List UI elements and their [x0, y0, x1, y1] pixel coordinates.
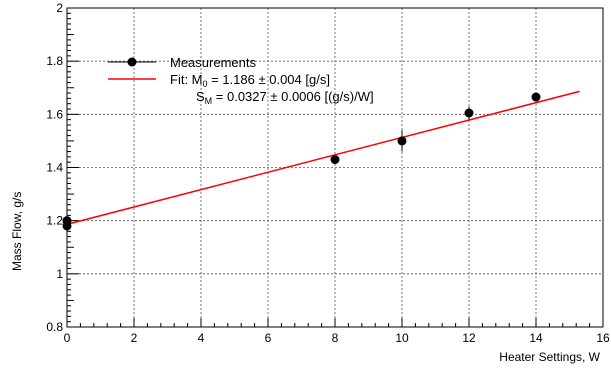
y-tick-label: 0.8 [46, 320, 63, 334]
x-tick-label: 16 [596, 331, 610, 345]
x-tick-label: 2 [131, 331, 138, 345]
y-axis-title: Mass Flow, g/s [10, 192, 24, 271]
legend-measurements-marker [127, 57, 137, 67]
measurement-points [62, 92, 541, 231]
legend-fit-label-1: Fit: M0 = 1.186 ± 0.004 [g/s] [170, 72, 330, 89]
legend-measurements-label: Measurements [170, 55, 256, 70]
data-point [531, 92, 541, 102]
y-tick-label: 2 [56, 1, 63, 15]
y-tick-label: 1 [56, 267, 63, 281]
data-point [330, 155, 340, 165]
y-tick-labels: 0.8 1 1.2 1.4 1.6 1.8 2 [46, 1, 63, 334]
x-tick-label: 6 [265, 331, 272, 345]
legend-fit-label-2: SM = 0.0327 ± 0.0006 [(g/s)/W] [196, 89, 374, 106]
x-tick-label: 4 [198, 331, 205, 345]
x-tick-label: 14 [529, 331, 543, 345]
fit-line [66, 90, 580, 226]
x-tick-label: 10 [395, 331, 409, 345]
data-point [62, 221, 72, 231]
x-tick-labels: 0 2 4 6 8 10 12 14 16 [64, 331, 610, 345]
y-tick-label: 1.6 [46, 107, 63, 121]
y-tick-label: 1.8 [46, 54, 63, 68]
data-point [464, 108, 474, 118]
x-axis-title: Heater Settings, W [499, 350, 600, 364]
y-tick-label: 1.4 [46, 161, 63, 175]
grid [67, 8, 603, 327]
y-tick-label: 1.2 [46, 214, 63, 228]
data-point [397, 136, 407, 146]
x-tick-label: 8 [332, 331, 339, 345]
x-tick-label: 0 [64, 331, 71, 345]
x-tick-label: 12 [462, 331, 476, 345]
legend: Measurements Fit: M0 = 1.186 ± 0.004 [g/… [108, 55, 374, 106]
